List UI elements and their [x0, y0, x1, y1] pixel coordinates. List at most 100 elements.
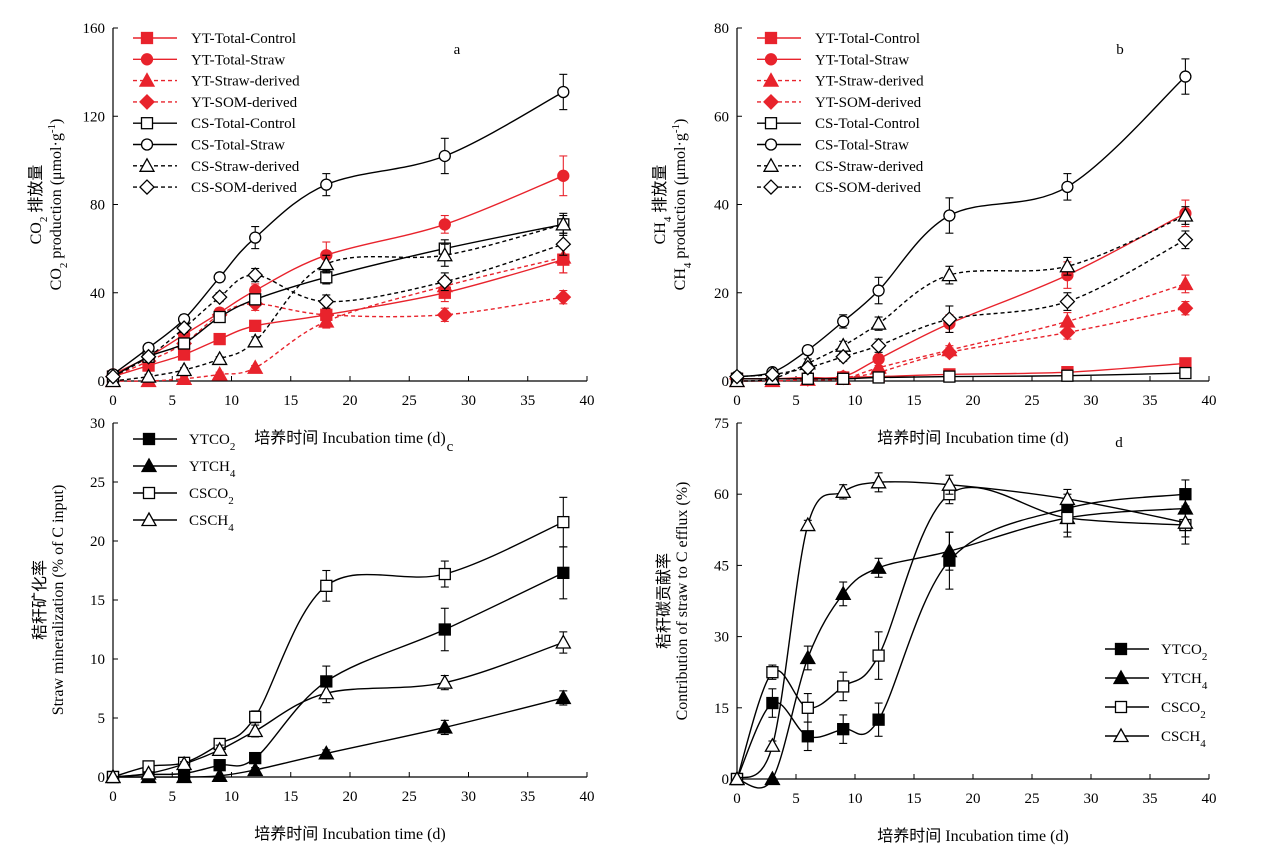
y-axis-title-cn: 秸秆碳贡献率	[655, 553, 673, 649]
data-point	[941, 266, 958, 282]
legend-label: CS-Total-Straw	[815, 138, 909, 154]
data-point	[1177, 514, 1194, 529]
x-tick-label: 15	[907, 393, 922, 409]
legend-marker	[140, 117, 154, 130]
legend-marker	[764, 31, 778, 45]
y-axis-title-cn: CO2 排放量	[27, 165, 50, 245]
data-point	[247, 722, 264, 738]
legend-label-text: YTCO	[189, 432, 230, 448]
data-point	[320, 271, 333, 284]
y-axis-title-sup: -1	[670, 124, 682, 133]
series-cs-straw-derived	[104, 212, 572, 388]
legend-marker	[138, 157, 156, 172]
y-axis-title-prefix: CH	[672, 268, 689, 291]
y-tick-label: 20	[714, 286, 729, 302]
data-point	[555, 689, 572, 705]
data-point	[870, 559, 887, 574]
y-axis-title-en: Straw mineralization (% of C input)	[50, 485, 67, 716]
y-axis-title-cn-text: 排放量	[651, 165, 669, 217]
x-tick-label: 20	[966, 393, 981, 409]
legend-label: YT-Total-Control	[815, 31, 920, 47]
legend-label-sub: 4	[230, 468, 236, 480]
x-axis-title: 培养时间 Incubation time (d)	[254, 429, 446, 447]
y-axis-title-close: )	[672, 119, 689, 124]
data-point	[941, 476, 958, 491]
legend-marker	[142, 432, 156, 446]
data-point	[436, 273, 453, 290]
series-line	[112, 572, 564, 778]
series-yt-total-control	[106, 245, 570, 383]
legend-label: CSCH4	[189, 513, 234, 534]
data-point	[320, 579, 333, 592]
x-tick-label: 20	[966, 791, 981, 807]
legend-marker	[1114, 700, 1128, 714]
x-tick-label: 25	[402, 789, 417, 805]
data-point	[176, 320, 193, 336]
data-point	[247, 761, 264, 777]
y-tick-label: 45	[714, 558, 729, 574]
legend-label: CS-SOM-derived	[191, 180, 297, 196]
x-tick-label: 10	[848, 393, 863, 409]
legend-label: CSCO2	[1161, 700, 1206, 721]
data-point	[555, 634, 572, 649]
data-point	[1059, 324, 1076, 341]
data-point	[555, 216, 572, 231]
x-tick-label: 5	[169, 789, 177, 805]
data-point	[729, 368, 745, 385]
x-tick-label: 0	[733, 791, 741, 807]
y-tick-label: 0	[722, 374, 730, 390]
data-point	[801, 701, 814, 714]
data-point	[766, 696, 779, 710]
panel-letter: a	[454, 42, 461, 58]
data-point	[557, 515, 570, 529]
data-point	[943, 370, 956, 383]
x-tick-label: 5	[792, 393, 800, 409]
y-axis-title-en-text: production (μmol·g	[48, 133, 65, 262]
series-line	[112, 521, 564, 778]
x-tick-label: 40	[580, 789, 595, 805]
data-point	[318, 684, 335, 700]
legend-marker	[139, 179, 155, 196]
y-axis-title-prefix: CO	[48, 268, 65, 290]
y-tick-label: 0	[722, 772, 730, 788]
data-point	[1179, 70, 1192, 83]
y-tick-label: 5	[98, 711, 106, 727]
x-tick-label: 35	[1143, 393, 1158, 409]
data-point	[837, 315, 850, 328]
x-tick-label: 40	[1202, 393, 1217, 409]
legend-marker	[762, 157, 780, 172]
x-tick-label: 25	[1025, 393, 1040, 409]
legend-marker	[140, 53, 154, 66]
legend-marker	[763, 179, 779, 196]
data-point	[1059, 293, 1076, 310]
series-yt-straw-derived	[728, 274, 1194, 388]
panel-letter: b	[1116, 42, 1124, 58]
series-cs-straw-derived	[728, 206, 1194, 388]
legend-label-sub: 2	[230, 441, 236, 453]
series-ytco	[106, 546, 570, 784]
data-point	[175, 370, 193, 385]
y-tick-label: 60	[714, 487, 729, 503]
data-point	[438, 567, 451, 581]
data-point	[438, 149, 451, 163]
legend-marker	[142, 486, 156, 500]
legend-marker	[762, 72, 780, 87]
y-axis-title-cn: 秸秆矿化率	[31, 560, 49, 640]
x-tick-label: 15	[907, 791, 922, 807]
data-point	[1061, 180, 1074, 194]
legend-label-text: CSCO	[189, 486, 228, 502]
data-point	[177, 337, 191, 350]
legend-label-sub: 2	[1202, 651, 1208, 663]
y-tick-label: 120	[83, 109, 106, 125]
data-point	[175, 361, 193, 377]
data-point	[555, 289, 572, 306]
data-point	[799, 359, 816, 376]
y-tick-label: 40	[714, 198, 729, 214]
legend-marker	[1114, 642, 1128, 656]
legend-label: YT-SOM-derived	[191, 95, 298, 111]
legend-label: CS-Total-Control	[191, 116, 296, 132]
legend-marker	[763, 93, 779, 110]
x-tick-label: 30	[1084, 393, 1099, 409]
